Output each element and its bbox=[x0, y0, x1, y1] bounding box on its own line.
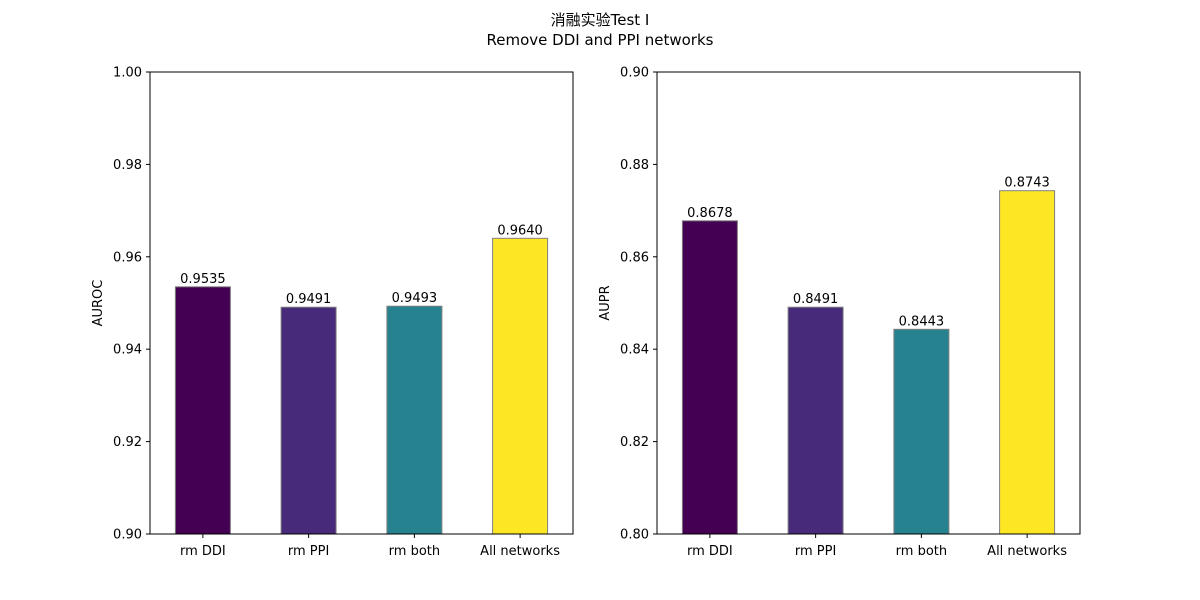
y-axis-label: AUROC bbox=[91, 280, 106, 327]
y-tick-label: 0.98 bbox=[113, 158, 142, 173]
bar-value-label: 0.8743 bbox=[1004, 176, 1050, 191]
y-tick-label: 0.80 bbox=[620, 528, 649, 543]
bar-rm-ppi bbox=[787, 306, 844, 535]
y-tick-label: 0.92 bbox=[113, 435, 142, 450]
axes-frame bbox=[656, 71, 1081, 535]
chart-panel-auroc: 0.9535 rm DDI 0.9491 rm PPI 0.9493 rm both 0.9… bbox=[91, 66, 574, 559]
x-tick-label: rm PPI bbox=[795, 544, 836, 559]
x-tick-label: All networks bbox=[987, 544, 1067, 559]
x-tick-label: rm PPI bbox=[288, 544, 329, 559]
y-tick-label: 0.88 bbox=[620, 158, 649, 173]
bar-all-networks bbox=[999, 190, 1056, 535]
y-tick-label: 0.96 bbox=[113, 250, 142, 265]
bar-rm-both bbox=[893, 328, 950, 535]
x-tick-label: rm both bbox=[896, 544, 947, 559]
bar-value-label: 0.9640 bbox=[497, 223, 543, 238]
y-axis-label: AUPR bbox=[598, 285, 613, 320]
bar-value-label: 0.9493 bbox=[392, 291, 438, 306]
bar-value-label: 0.9491 bbox=[286, 292, 332, 307]
y-tick-label: 0.86 bbox=[620, 250, 649, 265]
bar-value-label: 0.8678 bbox=[687, 206, 733, 221]
bar-value-label: 0.9535 bbox=[180, 272, 226, 287]
bar-rm-ddi bbox=[681, 220, 738, 535]
bar-rm-both bbox=[386, 305, 443, 535]
x-tick-label: rm both bbox=[389, 544, 440, 559]
y-tick-label: 0.90 bbox=[113, 528, 142, 543]
chart-panel-aupr: 0.8678 rm DDI 0.8491 rm PPI 0.8443 rm both 0.8… bbox=[598, 66, 1081, 559]
x-tick-label: All networks bbox=[480, 544, 560, 559]
x-tick-label: rm DDI bbox=[687, 544, 733, 559]
y-tick-label: 1.00 bbox=[113, 66, 142, 81]
y-tick-label: 0.82 bbox=[620, 435, 649, 450]
y-tick-label: 0.90 bbox=[620, 66, 649, 81]
bar-value-label: 0.8443 bbox=[899, 314, 945, 329]
bar-value-label: 0.8491 bbox=[793, 292, 839, 307]
bar-rm-ddi bbox=[174, 286, 231, 535]
y-tick-label: 0.84 bbox=[620, 343, 649, 358]
y-tick-label: 0.94 bbox=[113, 343, 142, 358]
figure-subtitle: Remove DDI and PPI networks bbox=[487, 31, 714, 49]
x-tick-label: rm DDI bbox=[180, 544, 226, 559]
bar-all-networks bbox=[492, 237, 549, 535]
bar-rm-ppi bbox=[280, 306, 337, 535]
chart-panels: 0.9535 rm DDI 0.9491 rm PPI 0.9493 rm both 0.9… bbox=[91, 66, 1081, 559]
axes-frame bbox=[149, 71, 574, 535]
figure-title: 消融实验Test I bbox=[551, 11, 650, 29]
